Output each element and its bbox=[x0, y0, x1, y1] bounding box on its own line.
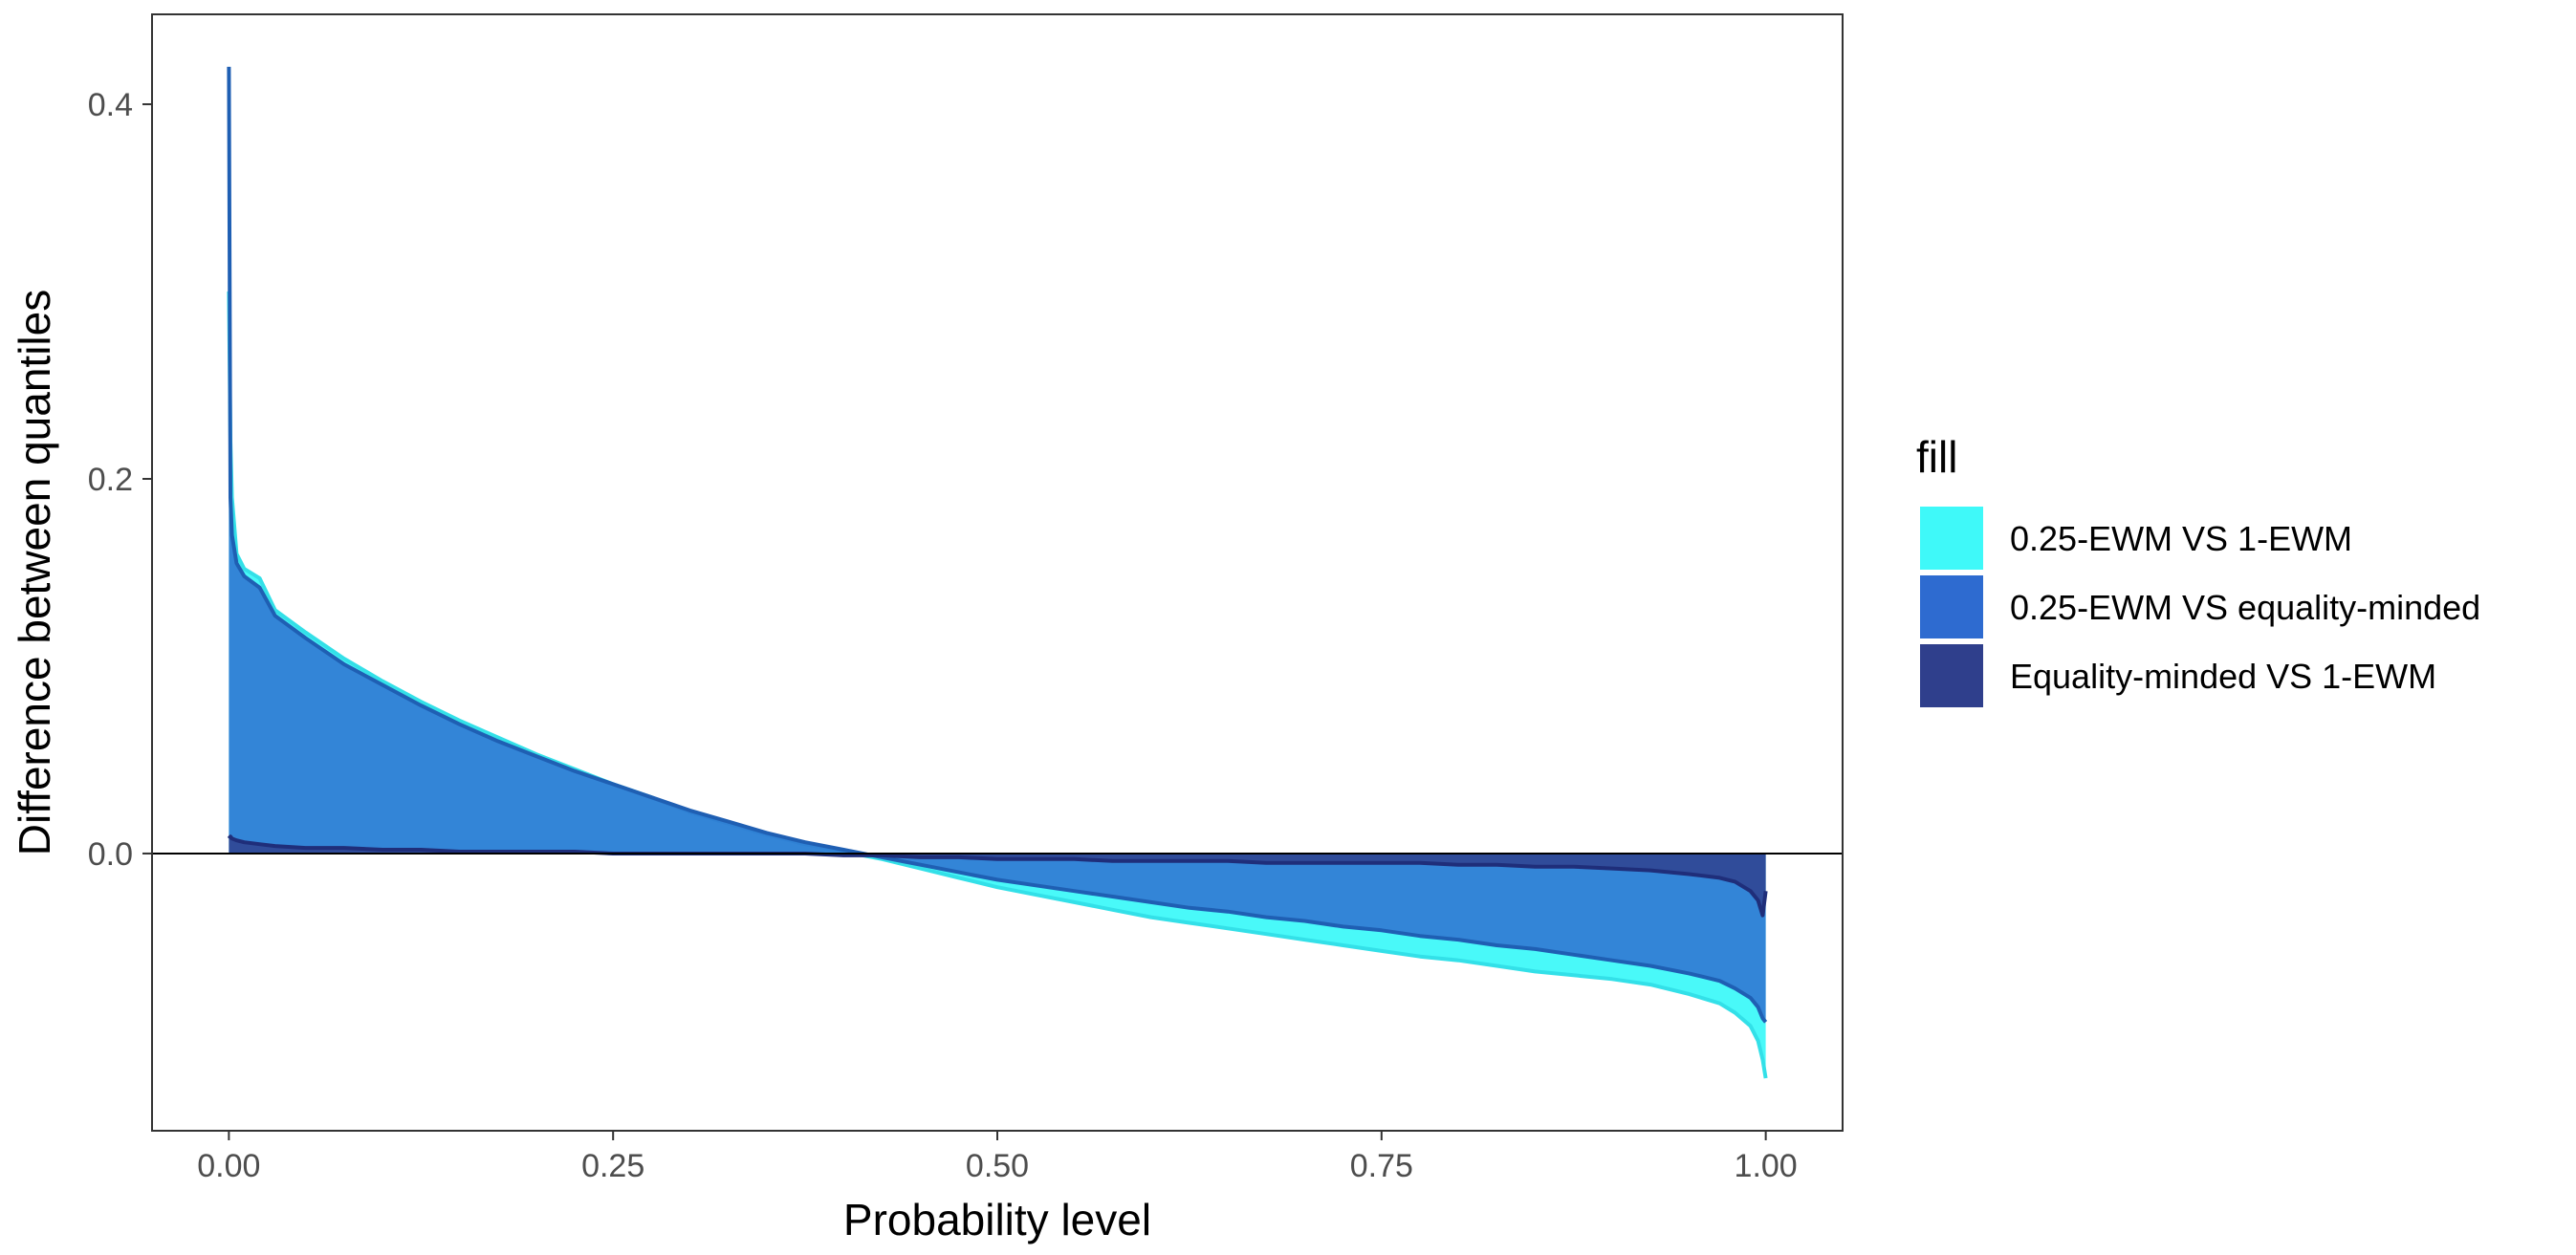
legend-label: 0.25-EWM VS equality-minded bbox=[2010, 588, 2480, 627]
area-0-25-ewm-vs-equality-minded bbox=[229, 66, 1766, 1023]
x-tick-label: 0.75 bbox=[1350, 1148, 1413, 1184]
legend: fill 0.25-EWM VS 1-EWM 0.25-EWM VS equali… bbox=[1916, 432, 2480, 707]
legend-item: 0.25-EWM VS equality-minded bbox=[1920, 575, 2480, 638]
x-tick-label: 1.00 bbox=[1735, 1148, 1798, 1184]
x-tick-label: 0.00 bbox=[197, 1148, 260, 1184]
area-equality-minded-vs-1-ewm bbox=[229, 836, 1766, 916]
y-tick-label: 0.0 bbox=[88, 836, 133, 873]
series-layer bbox=[227, 66, 1768, 1079]
y-tick-label: 0.2 bbox=[88, 462, 133, 498]
legend-item: Equality-minded VS 1-EWM bbox=[1920, 644, 2436, 707]
legend-item: 0.25-EWM VS 1-EWM bbox=[1920, 507, 2352, 570]
line-0-25-ewm-vs-1-ewm bbox=[227, 291, 1768, 1079]
legend-label: Equality-minded VS 1-EWM bbox=[2010, 657, 2436, 696]
legend-title: fill bbox=[1916, 432, 1957, 482]
legend-label: 0.25-EWM VS 1-EWM bbox=[2010, 519, 2352, 558]
y-axis-title: Difference between quantiles bbox=[10, 290, 59, 855]
y-tick-label: 0.4 bbox=[88, 87, 133, 123]
legend-swatch bbox=[1920, 644, 1983, 707]
x-tick-label: 0.25 bbox=[581, 1148, 644, 1184]
line-0-25-ewm-vs-equality-minded bbox=[227, 66, 1768, 1024]
legend-swatch bbox=[1920, 507, 1983, 570]
legend-swatch bbox=[1920, 575, 1983, 638]
x-tick-label: 0.50 bbox=[966, 1148, 1029, 1184]
series-0-25-ewm-vs-equality-minded bbox=[227, 66, 1768, 1024]
axes-layer: 0.00 0.25 0.50 0.75 1.00 0.0 0.2 0.4 bbox=[88, 87, 1798, 1184]
series-equality-minded-vs-1-ewm bbox=[227, 834, 1768, 918]
x-axis-title: Probability level bbox=[843, 1195, 1151, 1244]
line-equality-minded-vs-1-ewm bbox=[227, 834, 1768, 918]
